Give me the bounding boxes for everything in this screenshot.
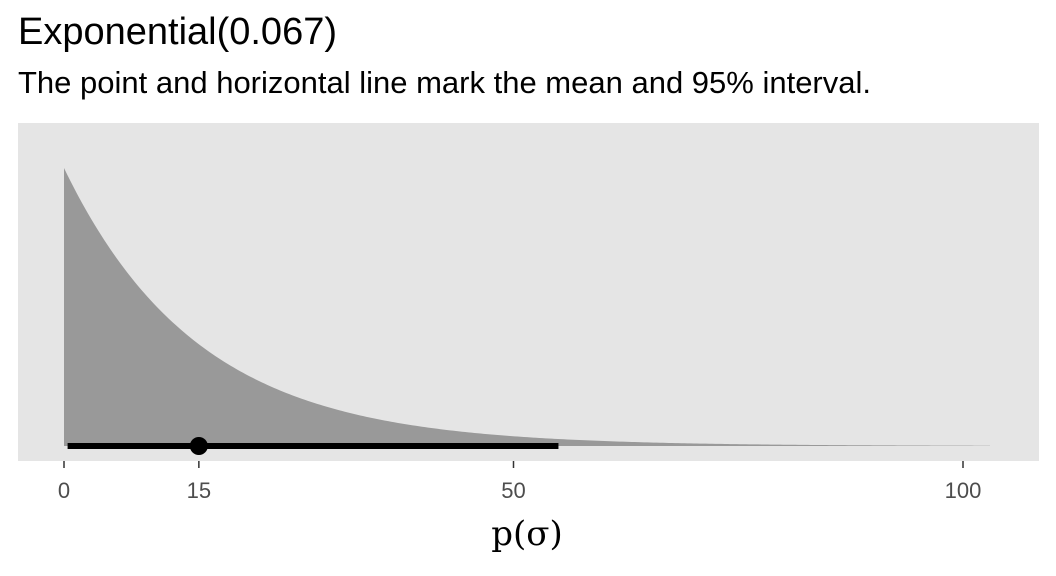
chart-subtitle: The point and horizontal line mark the m…	[18, 65, 871, 100]
x-tick-label: 100	[945, 478, 982, 503]
x-tick-label: 15	[187, 478, 211, 503]
x-axis-label: p(σ)	[491, 514, 563, 554]
density-area	[64, 168, 990, 446]
x-tick-label: 0	[58, 478, 70, 503]
chart-title: Exponential(0.067)	[18, 11, 337, 53]
x-tick-label: 50	[501, 478, 525, 503]
mean-point	[189, 437, 208, 455]
x-axis: 0 15 50 100	[58, 461, 981, 503]
